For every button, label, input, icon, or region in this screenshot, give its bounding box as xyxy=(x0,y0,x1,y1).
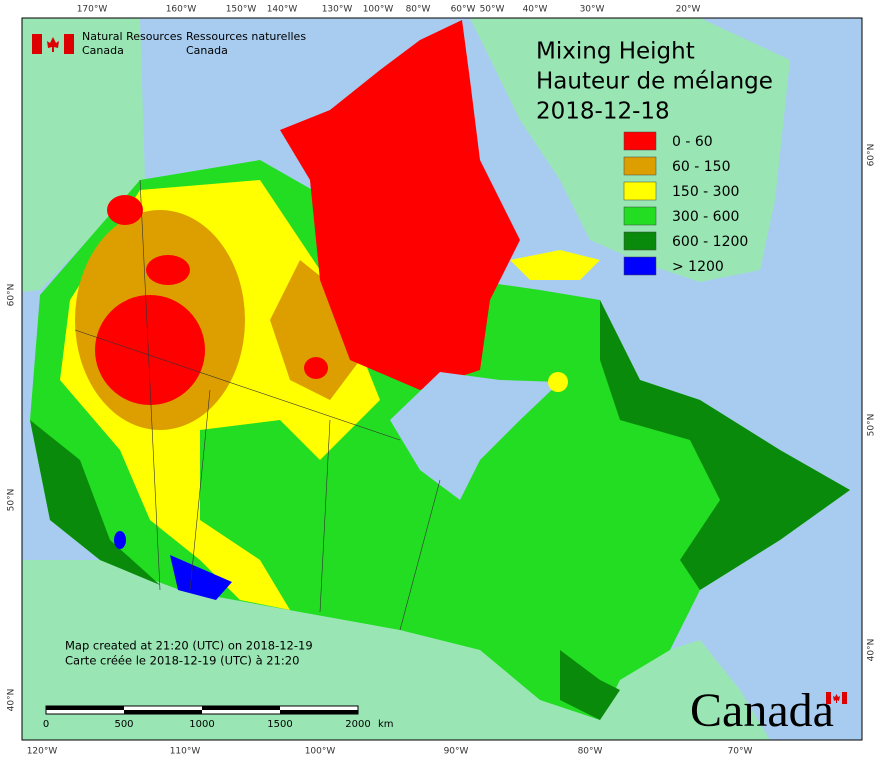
legend-label: 300 - 600 xyxy=(672,209,739,225)
zone-blue xyxy=(114,531,126,549)
longitude-label: 70°W xyxy=(728,747,753,757)
flag-bar xyxy=(842,692,847,704)
latitude-label: 50°N xyxy=(867,414,877,437)
boundaries xyxy=(74,179,441,631)
legend-swatch xyxy=(623,181,657,201)
scale-segment xyxy=(124,710,202,714)
scale-label: 500 xyxy=(114,719,133,730)
legend-label: 60 - 150 xyxy=(672,159,731,175)
zone-yellow xyxy=(548,372,568,392)
longitude-label: 160°W xyxy=(166,5,197,15)
legend-label: > 1200 xyxy=(672,259,724,275)
agency-fr: Ressources naturelles xyxy=(186,30,306,43)
latitude-label: 60°N xyxy=(7,284,17,307)
legend-label: 600 - 1200 xyxy=(672,234,748,250)
longitude-label: 150°W xyxy=(226,5,257,15)
flag-bar xyxy=(64,34,74,54)
latitude-label: 40°N xyxy=(7,689,17,712)
longitude-label: 40°W xyxy=(523,5,548,15)
hudson-bay xyxy=(390,372,560,500)
longitude-label: 100°W xyxy=(363,5,394,15)
flag-bar xyxy=(32,34,42,54)
zone-red xyxy=(146,255,190,285)
legend-swatch xyxy=(623,206,657,226)
longitude-label: 50°W xyxy=(480,5,505,15)
zone-red xyxy=(95,295,205,405)
zone-dark-green xyxy=(560,650,620,720)
zone-blue xyxy=(170,555,232,600)
zone-dark-green xyxy=(600,300,850,590)
zone-yellow xyxy=(510,250,600,280)
legend-swatch xyxy=(623,156,657,176)
longitude-label: 30°W xyxy=(580,5,605,15)
longitude-label: 100°W xyxy=(305,747,336,757)
longitude-label: 90°W xyxy=(444,747,469,757)
title: Hauteur de mélange xyxy=(536,69,773,95)
scale-label: 1500 xyxy=(267,719,292,730)
boundary xyxy=(74,329,401,441)
alaska xyxy=(22,18,145,292)
boundary xyxy=(319,419,331,613)
zone-dark-green xyxy=(30,420,160,585)
scale-segment xyxy=(46,706,124,710)
agency-en: Natural Resources xyxy=(82,30,183,43)
longitude-label: 170°W xyxy=(77,5,108,15)
note: Carte créée le 2018-12-19 (UTC) à 21:20 xyxy=(65,654,299,668)
longitude-label: 60°W xyxy=(451,5,476,15)
longitude-label: 110°W xyxy=(170,747,201,757)
title: Mixing Height xyxy=(536,39,695,65)
boundary xyxy=(399,479,441,631)
map-frame xyxy=(21,17,863,741)
legend-swatch xyxy=(623,131,657,151)
agency-fr: Canada xyxy=(186,44,228,57)
scale-segment xyxy=(280,710,358,714)
longitude-label: 130°W xyxy=(322,5,353,15)
legend-swatch xyxy=(623,256,657,276)
maple-leaf xyxy=(833,694,840,703)
legend-swatch xyxy=(623,231,657,251)
maple-leaf xyxy=(47,37,59,52)
scale-label: 0 xyxy=(43,719,49,730)
note: Map created at 21:20 (UTC) on 2018-12-19 xyxy=(65,639,313,653)
zone-red xyxy=(304,357,328,379)
legend-label: 0 - 60 xyxy=(672,134,713,150)
latitude-label: 50°N xyxy=(7,489,17,512)
latitude-label: 60°N xyxy=(867,144,877,167)
longitude-label: 140°W xyxy=(267,5,298,15)
wordmark: Canada xyxy=(690,684,834,737)
longitude-label: 80°W xyxy=(406,5,431,15)
title: 2018-12-18 xyxy=(536,99,670,125)
longitude-label: 120°W xyxy=(27,747,58,757)
scale-label: 1000 xyxy=(189,719,214,730)
zone-red xyxy=(280,20,520,390)
longitude-label: 80°W xyxy=(578,747,603,757)
flag-bar xyxy=(826,692,831,704)
scale-label: 2000 xyxy=(345,719,370,730)
boundary xyxy=(189,389,211,591)
agency-en: Canada xyxy=(82,44,124,57)
legend-label: 150 - 300 xyxy=(672,184,739,200)
scale-segment xyxy=(202,706,280,710)
latitude-label: 40°N xyxy=(867,639,877,662)
nrcan-logo xyxy=(32,34,74,54)
longitude-label: 20°W xyxy=(676,5,701,15)
wordmark-flag xyxy=(826,692,847,704)
scale-unit: km xyxy=(378,719,394,730)
boundary xyxy=(139,179,161,591)
zone-red xyxy=(107,195,143,225)
